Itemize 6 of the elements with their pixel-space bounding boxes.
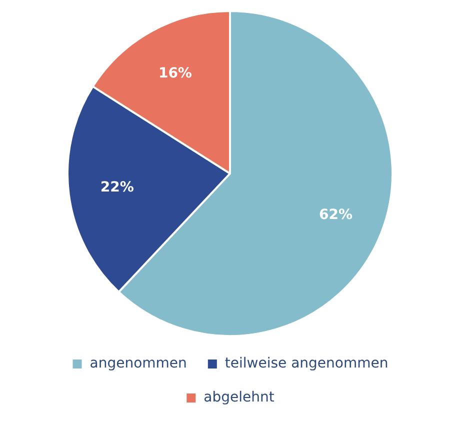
legend-label: abgelehnt bbox=[204, 390, 275, 406]
data-label: 62% bbox=[319, 207, 353, 224]
legend-label: teilweise angenommen bbox=[224, 356, 388, 372]
data-label: 16% bbox=[158, 65, 192, 82]
legend-label: angenommen bbox=[90, 356, 187, 372]
data-label: 22% bbox=[100, 179, 134, 196]
